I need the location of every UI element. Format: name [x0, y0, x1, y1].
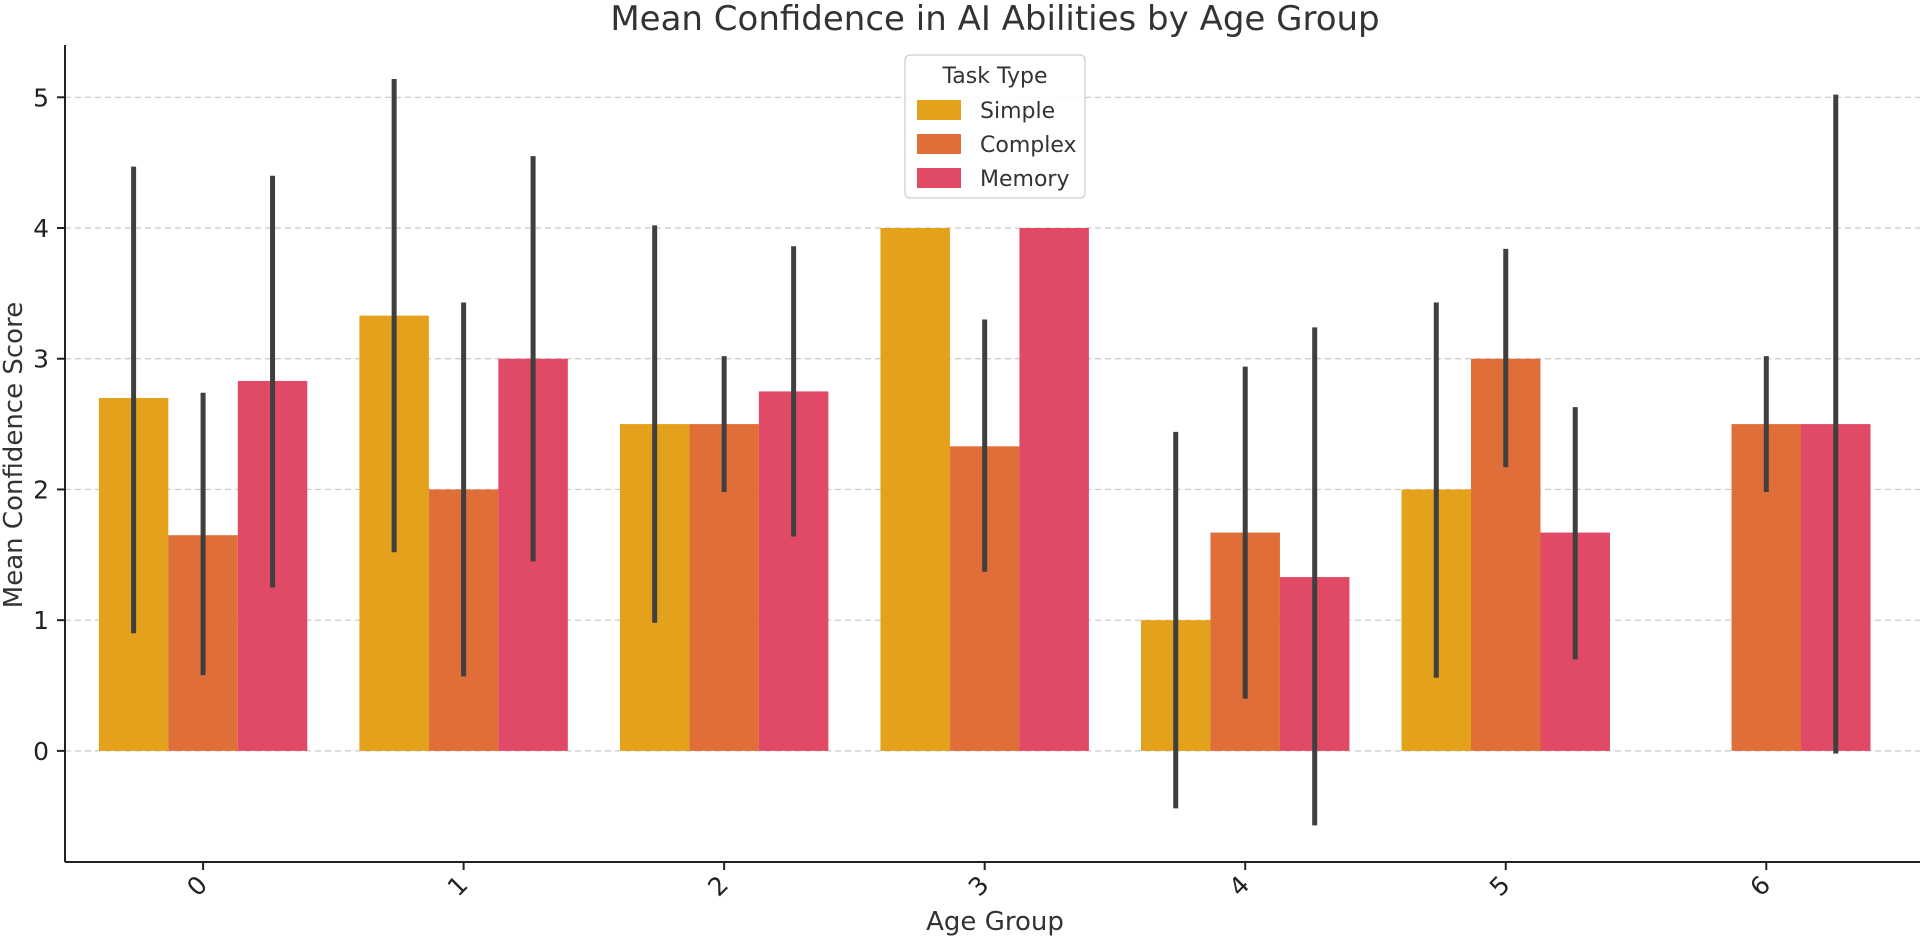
y-tick-label-2: 2 — [33, 475, 49, 504]
x-tick-label-2: 2 — [702, 870, 734, 902]
y-tick-label-1: 1 — [33, 606, 49, 635]
y-tick-label-3: 3 — [33, 345, 49, 374]
y-tick-label-4: 4 — [33, 214, 49, 243]
chart-title: Mean Confidence in AI Abilities by Age G… — [610, 0, 1379, 39]
x-axis-ticks: 0 1 2 3 4 5 6 — [181, 862, 1776, 902]
legend-label-complex: Complex — [980, 133, 1077, 158]
x-tick-label-1: 1 — [442, 870, 474, 902]
legend-items: Simple Complex Memory — [917, 99, 1077, 192]
error-bars — [131, 78, 1839, 826]
x-tick-label-3: 3 — [963, 870, 995, 902]
legend: Task Type Simple Complex Memory — [904, 54, 1086, 199]
legend-swatch-complex — [917, 134, 961, 154]
bar-memory-3 — [1019, 228, 1089, 751]
legend-frame — [904, 54, 1086, 199]
legend-label-memory: Memory — [980, 167, 1069, 192]
x-tick-label-4: 4 — [1223, 870, 1255, 902]
y-axis-ticks: 0 1 2 3 4 5 — [33, 83, 65, 766]
bar-simple-3 — [880, 228, 950, 751]
y-axis-label: Mean Confidence Score — [0, 302, 29, 608]
x-tick-label-5: 5 — [1484, 870, 1516, 902]
legend-label-simple: Simple — [980, 99, 1055, 124]
legend-swatch-simple — [917, 100, 961, 120]
legend-title: Task Type — [941, 64, 1047, 89]
x-axis-label: Age Group — [926, 907, 1064, 937]
x-tick-label-6: 6 — [1744, 870, 1776, 902]
grid-lines — [65, 96, 1920, 752]
y-tick-label-5: 5 — [33, 83, 49, 112]
y-tick-label-0: 0 — [33, 737, 49, 766]
legend-swatch-memory — [917, 168, 961, 188]
x-tick-label-0: 0 — [181, 870, 213, 902]
